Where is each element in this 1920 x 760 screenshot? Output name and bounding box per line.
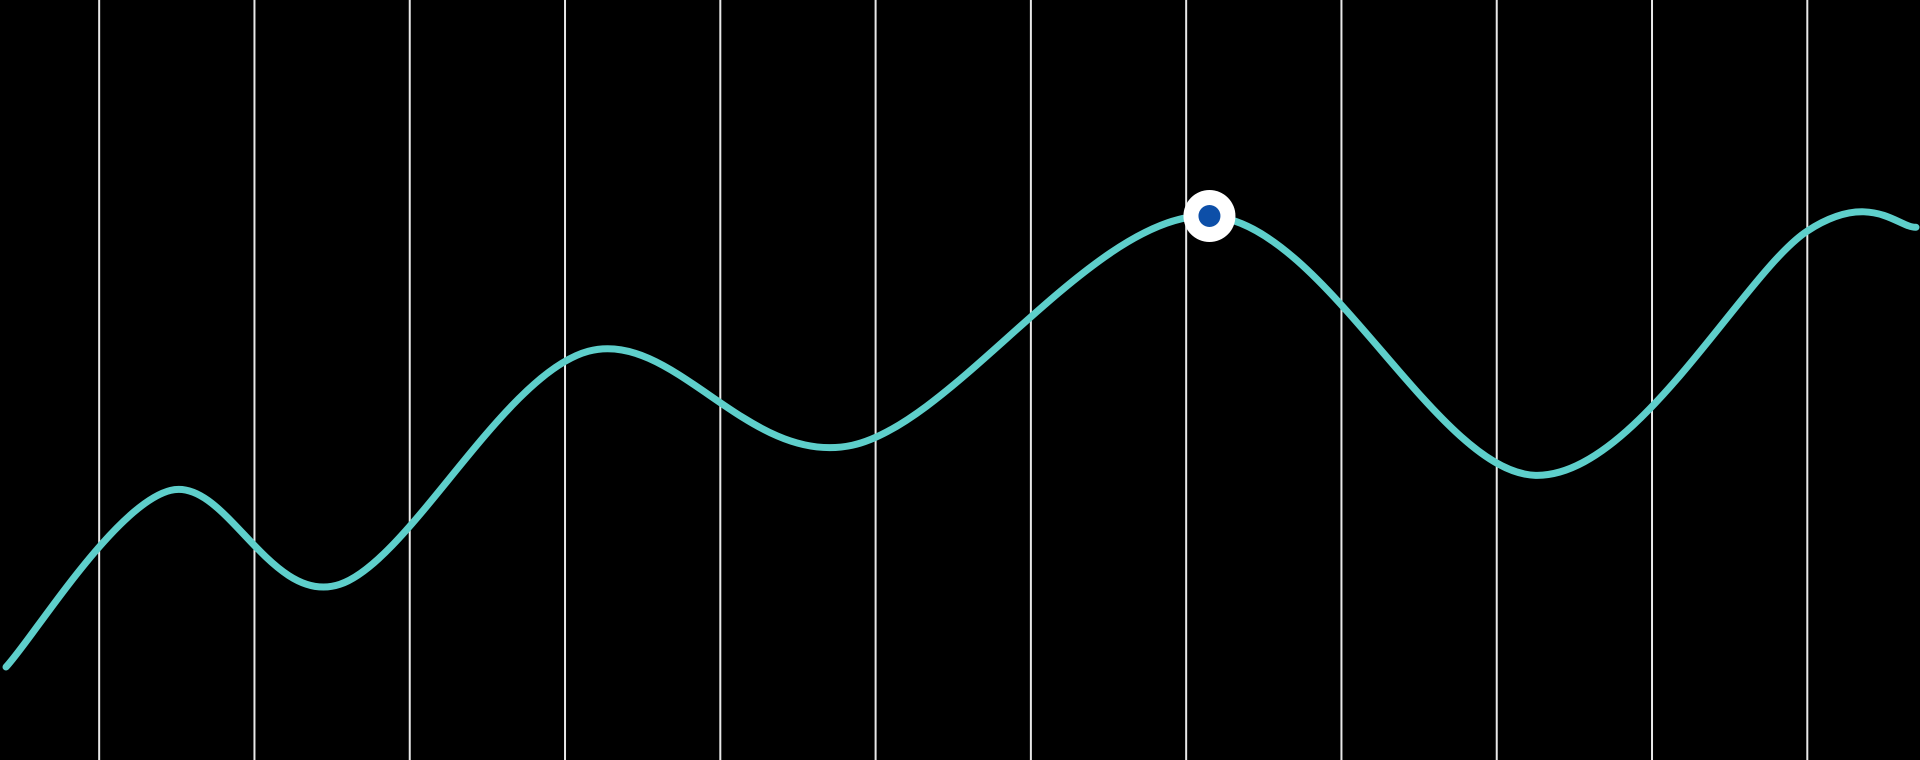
grid-layer (98, 0, 1809, 760)
marker-layer (1183, 190, 1236, 242)
highlight-marker-dot (1198, 205, 1221, 227)
series-layer (2, 208, 1920, 671)
series-line (2, 208, 1920, 671)
